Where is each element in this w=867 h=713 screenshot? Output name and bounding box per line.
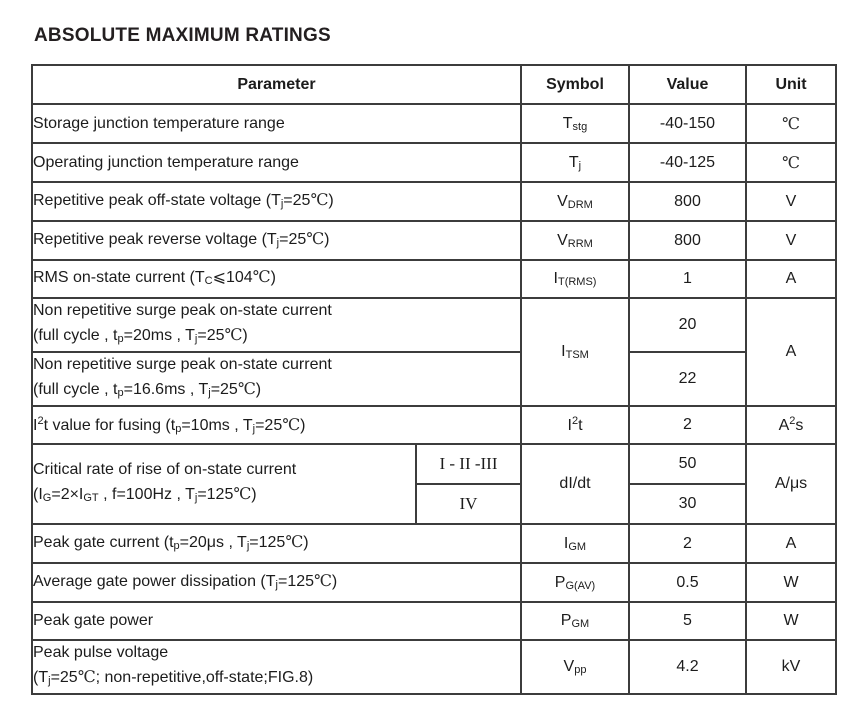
symbol-cell: IT(RMS) [520,259,630,299]
symbol-cell: PG(AV) [520,562,630,603]
symbol-cell: Tstg [520,103,630,144]
value-cell: 4.2 [628,639,747,695]
symbol-cell: VDRM [520,181,630,222]
table-row: Average gate power dissipation (Tj=125℃)… [31,562,837,603]
value-cell: -40-150 [628,103,747,144]
param-cell: Repetitive peak reverse voltage (Tj=25℃) [31,220,522,261]
symbol-cell: ITSM [520,297,630,407]
symbol-cell: I2t [520,405,630,445]
unit-cell: A2s [745,405,837,445]
table-row: IV 30 [32,483,836,525]
thyristor-class-cell: I - II -III [415,443,522,485]
value-cell: 30 [628,483,747,525]
param-cell: Critical rate of rise of on-state curren… [31,443,417,525]
absolute-maximum-ratings-table: Parameter Symbol Value Unit Storage junc… [31,64,837,695]
symbol-cell: VRRM [520,220,630,261]
param-cell: Peak gate power [31,601,522,641]
value-cell: 50 [628,443,747,485]
unit-cell: ℃ [745,142,837,183]
unit-cell: V [745,181,837,222]
unit-cell: A [745,297,837,407]
column-header-symbol: Symbol [520,64,630,105]
table-row: Peak gate power PGM 5 W [31,601,837,641]
unit-cell: V [745,220,837,261]
column-header-value: Value [628,64,747,105]
param-cell: Peak gate current (tp=20μs , Tj=125℃) [31,523,522,564]
param-cell: Non repetitive surge peak on-state curre… [31,297,522,353]
table-row: Repetitive peak off-state voltage (Tj=25… [31,181,837,222]
value-cell: 5 [628,601,747,641]
value-cell: 1 [628,259,747,299]
value-cell: 2 [628,523,747,564]
table-row: RMS on-state current (TC⩽104℃) IT(RMS) 1… [31,259,837,299]
param-cell: I2t value for fusing (tp=10ms , Tj=25℃) [31,405,522,445]
unit-cell: A [745,259,837,299]
page-title: ABSOLUTE MAXIMUM RATINGS [34,25,331,46]
value-cell: 800 [628,181,747,222]
table-row: Operating junction temperature range Tj … [31,142,837,183]
param-cell: Storage junction temperature range [31,103,522,144]
unit-cell: A [745,523,837,564]
thyristor-class-cell: IV [415,483,522,525]
table-row: Peak pulse voltage (Tj=25℃; non-repetitiv… [31,639,837,695]
symbol-cell: IGM [520,523,630,564]
table-header-row: Parameter Symbol Value Unit [31,64,837,105]
value-cell: 22 [628,351,747,407]
unit-cell: W [745,601,837,641]
unit-cell: W [745,562,837,603]
table-row: Critical rate of rise of on-state curren… [31,443,837,525]
value-cell: 20 [628,297,747,353]
param-cell: Repetitive peak off-state voltage (Tj=25… [31,181,522,222]
table-row: Non repetitive surge peak on-state curre… [31,297,837,407]
table-row: Peak gate current (tp=20μs , Tj=125℃) IG… [31,523,837,564]
param-cell: Average gate power dissipation (Tj=125℃) [31,562,522,603]
param-cell: Peak pulse voltage (Tj=25℃; non-repetitiv… [31,639,522,695]
symbol-cell: Vpp [520,639,630,695]
symbol-cell: PGM [520,601,630,641]
table-row: I2t value for fusing (tp=10ms , Tj=25℃) … [31,405,837,445]
unit-cell: ℃ [745,103,837,144]
value-cell: -40-125 [628,142,747,183]
unit-cell: kV [745,639,837,695]
param-cell: Non repetitive surge peak on-state curre… [31,351,522,407]
value-cell: 2 [628,405,747,445]
value-cell: 800 [628,220,747,261]
column-header-parameter: Parameter [31,64,522,105]
unit-cell: A/μs [745,443,837,525]
table-row: Non repetitive surge peak on-state curre… [31,351,836,407]
param-cell: Operating junction temperature range [31,142,522,183]
symbol-cell: dI/dt [520,443,630,525]
table-row: Storage junction temperature range Tstg … [31,103,837,144]
symbol-cell: Tj [520,142,630,183]
table-row: Repetitive peak reverse voltage (Tj=25℃)… [31,220,837,261]
param-cell: RMS on-state current (TC⩽104℃) [31,259,522,299]
column-header-unit: Unit [745,64,837,105]
value-cell: 0.5 [628,562,747,603]
